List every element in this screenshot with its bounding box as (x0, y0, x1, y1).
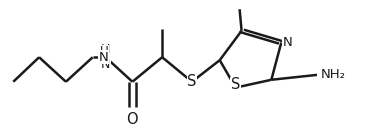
Text: NH₂: NH₂ (321, 68, 346, 81)
Text: S: S (231, 77, 240, 92)
Text: N: N (99, 51, 109, 64)
Text: S: S (187, 74, 197, 89)
Text: N: N (283, 36, 293, 49)
Text: H: H (99, 45, 108, 58)
Text: H
N: H N (101, 43, 110, 71)
Text: O: O (126, 112, 138, 127)
